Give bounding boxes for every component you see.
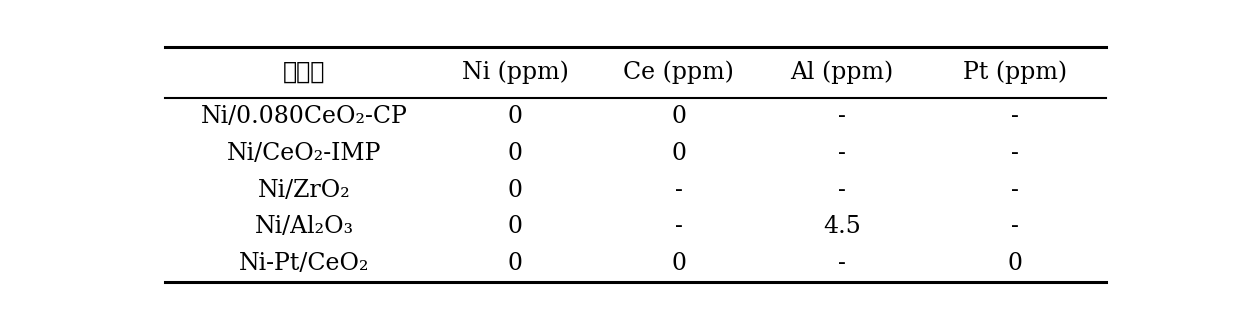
Text: -: - [1011,178,1019,202]
Text: -: - [675,215,683,238]
Text: 0: 0 [671,105,686,128]
Text: -: - [1011,215,1019,238]
Text: Al (ppm): Al (ppm) [790,61,894,84]
Text: Ni-Pt/CeO₂: Ni-Pt/CeO₂ [239,252,370,275]
Text: Ni/CeO₂-IMP: Ni/CeO₂-IMP [227,142,381,165]
Text: 4.5: 4.5 [823,215,861,238]
Text: -: - [1011,142,1019,165]
Text: Ni/Al₂O₃: Ni/Al₂O₃ [254,215,353,238]
Text: 0: 0 [671,142,686,165]
Text: 0: 0 [508,252,523,275]
Text: Ni/ZrO₂: Ni/ZrO₂ [258,178,351,202]
Text: 0: 0 [1008,252,1023,275]
Text: -: - [838,142,846,165]
Text: 催化剂: 催化剂 [283,61,325,84]
Text: 0: 0 [508,215,523,238]
Text: -: - [1011,105,1019,128]
Text: -: - [675,178,683,202]
Text: 0: 0 [671,252,686,275]
Text: 0: 0 [508,178,523,202]
Text: 0: 0 [508,142,523,165]
Text: -: - [838,252,846,275]
Text: Ni/0.080CeO₂-CP: Ni/0.080CeO₂-CP [201,105,408,128]
Text: 0: 0 [508,105,523,128]
Text: -: - [838,105,846,128]
Text: Ce (ppm): Ce (ppm) [624,61,734,84]
Text: -: - [838,178,846,202]
Text: Pt (ppm): Pt (ppm) [963,61,1068,84]
Text: Ni (ppm): Ni (ppm) [463,61,569,84]
